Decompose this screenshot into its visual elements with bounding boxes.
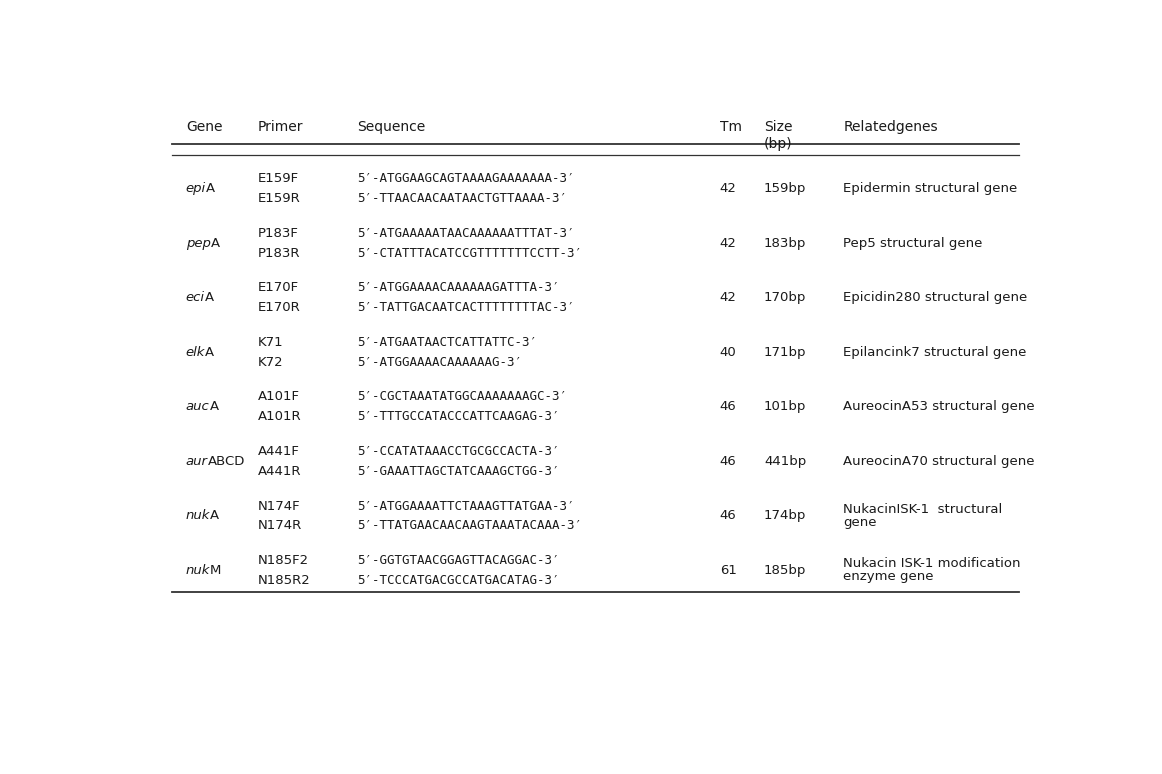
Text: A: A — [205, 291, 214, 304]
Text: 5′-GAAATTAGCTATCAAAGCTGG-3′: 5′-GAAATTAGCTATCAAAGCTGG-3′ — [357, 464, 559, 478]
Text: 5′-ATGGAAAATTCTAAAGTTATGAA-3′: 5′-ATGGAAAATTCTAAAGTTATGAA-3′ — [357, 499, 574, 512]
Text: 42: 42 — [719, 182, 737, 195]
Text: A: A — [210, 237, 220, 250]
Text: 46: 46 — [719, 509, 737, 522]
Text: epi: epi — [186, 182, 206, 195]
Text: A441F: A441F — [258, 445, 300, 458]
Text: Sequence: Sequence — [357, 120, 425, 134]
Text: A101R: A101R — [258, 410, 301, 423]
Text: 42: 42 — [719, 237, 737, 250]
Text: A101F: A101F — [258, 390, 300, 403]
Text: Size
(bp): Size (bp) — [763, 120, 792, 151]
Text: 441bp: 441bp — [763, 455, 806, 467]
Text: N174F: N174F — [258, 499, 301, 512]
Text: 40: 40 — [719, 346, 737, 359]
Text: K71: K71 — [258, 336, 284, 349]
Text: A: A — [210, 509, 220, 522]
Text: 5′-TATTGACAATCACTTTTTTTTAC-3′: 5′-TATTGACAATCACTTTTTTTTAC-3′ — [357, 301, 574, 314]
Text: 5′-ATGGAAAACAAAAAAGATTTA-3′: 5′-ATGGAAAACAAAAAAGATTTA-3′ — [357, 282, 559, 294]
Text: NukacinISK-1  structural: NukacinISK-1 structural — [844, 503, 1003, 515]
Text: M: M — [210, 564, 222, 577]
Text: elk: elk — [186, 346, 206, 359]
Text: ABCD: ABCD — [208, 455, 245, 467]
Text: pep: pep — [186, 237, 210, 250]
Text: 5′-TCCCATGACGCCATGACATAG-3′: 5′-TCCCATGACGCCATGACATAG-3′ — [357, 574, 559, 587]
Text: Gene: Gene — [186, 120, 222, 134]
Text: 5′-GGTGTAACGGAGTTACAGGAC-3′: 5′-GGTGTAACGGAGTTACAGGAC-3′ — [357, 554, 559, 567]
Text: nuk: nuk — [186, 564, 210, 577]
Text: N174R: N174R — [258, 519, 302, 533]
Text: AureocinA53 structural gene: AureocinA53 structural gene — [844, 400, 1035, 413]
Text: aur: aur — [186, 455, 208, 467]
Text: Epicidin280 structural gene: Epicidin280 structural gene — [844, 291, 1027, 304]
Text: nuk: nuk — [186, 509, 210, 522]
Text: 5′-CGCTAAATATGGCAAAAAAAGC-3′: 5′-CGCTAAATATGGCAAAAAAAGC-3′ — [357, 390, 567, 403]
Text: A: A — [206, 182, 215, 195]
Text: K72: K72 — [258, 355, 284, 368]
Text: E170F: E170F — [258, 282, 299, 294]
Text: 5′-TTAACAACAATAACTGTTAAAA-3′: 5′-TTAACAACAATAACTGTTAAAA-3′ — [357, 192, 567, 205]
Text: Primer: Primer — [258, 120, 303, 134]
Text: AureocinA70 structural gene: AureocinA70 structural gene — [844, 455, 1034, 467]
Text: A: A — [209, 400, 218, 413]
Text: Pep5 structural gene: Pep5 structural gene — [844, 237, 983, 250]
Text: 46: 46 — [719, 455, 737, 467]
Text: A441R: A441R — [258, 464, 301, 478]
Text: Epilancink7 structural gene: Epilancink7 structural gene — [844, 346, 1026, 359]
Text: 61: 61 — [719, 564, 737, 577]
Text: P183F: P183F — [258, 227, 299, 240]
Text: E159F: E159F — [258, 173, 299, 185]
Text: E159R: E159R — [258, 192, 301, 205]
Text: 5′-CTATTTACATCCGTTTTTTTCCTT-3′: 5′-CTATTTACATCCGTTTTTTTCCTT-3′ — [357, 247, 582, 259]
Text: 5′-ATGGAAGCAGTAAAAGAAAAAAA-3′: 5′-ATGGAAGCAGTAAAAGAAAAAAA-3′ — [357, 173, 574, 185]
Text: enzyme gene: enzyme gene — [844, 570, 934, 584]
Text: 42: 42 — [719, 291, 737, 304]
Text: E170R: E170R — [258, 301, 301, 314]
Text: 171bp: 171bp — [763, 346, 806, 359]
Text: 159bp: 159bp — [763, 182, 806, 195]
Text: 5′-ATGAAAAATAACAAAAAATTTAT-3′: 5′-ATGAAAAATAACAAAAAATTTAT-3′ — [357, 227, 574, 240]
Text: 183bp: 183bp — [763, 237, 806, 250]
Text: eci: eci — [186, 291, 205, 304]
Text: Tm: Tm — [719, 120, 741, 134]
Text: P183R: P183R — [258, 247, 300, 259]
Text: Relatedgenes: Relatedgenes — [844, 120, 938, 134]
Text: N185F2: N185F2 — [258, 554, 309, 567]
Text: 170bp: 170bp — [763, 291, 806, 304]
Text: 46: 46 — [719, 400, 737, 413]
Text: gene: gene — [844, 516, 876, 529]
Text: auc: auc — [186, 400, 209, 413]
Text: A: A — [206, 346, 214, 359]
Text: 5′-ATGAATAACTCATTATTC-3′: 5′-ATGAATAACTCATTATTC-3′ — [357, 336, 537, 349]
Text: 5′-ATGGAAAACAAAAAAG-3′: 5′-ATGGAAAACAAAAAAG-3′ — [357, 355, 522, 368]
Text: 5′-TTATGAACAACAAGTAAATACAAA-3′: 5′-TTATGAACAACAAGTAAATACAAA-3′ — [357, 519, 582, 533]
Text: 185bp: 185bp — [763, 564, 806, 577]
Text: 5′-CCATATAAACCTGCGCCACTA-3′: 5′-CCATATAAACCTGCGCCACTA-3′ — [357, 445, 559, 458]
Text: 5′-TTTGCCATACCCATTCAAGAG-3′: 5′-TTTGCCATACCCATTCAAGAG-3′ — [357, 410, 559, 423]
Text: N185R2: N185R2 — [258, 574, 310, 587]
Text: Epidermin structural gene: Epidermin structural gene — [844, 182, 1018, 195]
Text: 174bp: 174bp — [763, 509, 806, 522]
Text: Nukacin ISK-1 modification: Nukacin ISK-1 modification — [844, 557, 1020, 570]
Text: 101bp: 101bp — [763, 400, 806, 413]
